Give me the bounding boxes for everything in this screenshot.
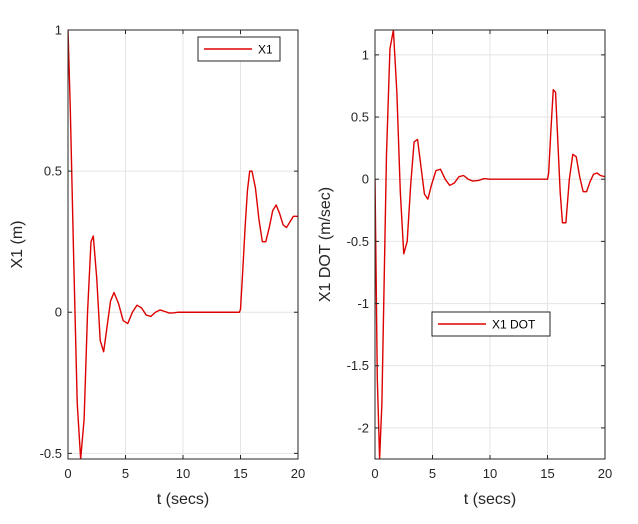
y-tick-label: -0.5	[40, 446, 62, 461]
x-tick-label: 0	[371, 466, 378, 481]
y-tick-label: -0.5	[347, 234, 369, 249]
x-tick-label: 20	[598, 466, 612, 481]
legend-label: X1 DOT	[492, 318, 536, 332]
x-tick-label: 5	[122, 466, 129, 481]
y-tick-label: 0	[362, 172, 369, 187]
x-tick-label: 15	[540, 466, 554, 481]
chart-x1: 0 5 10 15 20-0.500.51t (secs)X1 (m)X1	[9, 23, 305, 509]
x-tick-label: 10	[483, 466, 497, 481]
x-axis-label: t (secs)	[464, 491, 516, 508]
y-tick-label: -2	[357, 420, 369, 435]
y-tick-label: 1	[55, 23, 62, 38]
y-tick-label: 0	[55, 305, 62, 320]
y-tick-label: -1.5	[347, 358, 369, 373]
x-axis-label: t (secs)	[157, 491, 209, 508]
series-line-x1-dot	[375, 30, 605, 459]
x-tick-label: 5	[429, 466, 436, 481]
legend-label: X1	[258, 43, 273, 57]
x-tick-label: 20	[291, 466, 305, 481]
x-tick-label: 15	[233, 466, 247, 481]
x-tick-label: 0	[64, 466, 71, 481]
chart-x1-dot: 0 5 10 15 20 -2 -1.5 -1 -0.5 0 0.5 1 t (secs) X1 DOT …	[317, 29, 612, 508]
y-axis-label: X1 DOT (m/sec)	[317, 187, 334, 302]
y-tick-label: 0.5	[351, 110, 369, 125]
y-tick-label: -1	[357, 296, 369, 311]
series-line-x1	[68, 30, 298, 459]
y-axis-label: X1 (m)	[9, 221, 26, 269]
x-tick-label: 10	[176, 466, 190, 481]
y-tick-label: 0.5	[44, 164, 62, 179]
y-tick-label: 1	[362, 47, 369, 62]
